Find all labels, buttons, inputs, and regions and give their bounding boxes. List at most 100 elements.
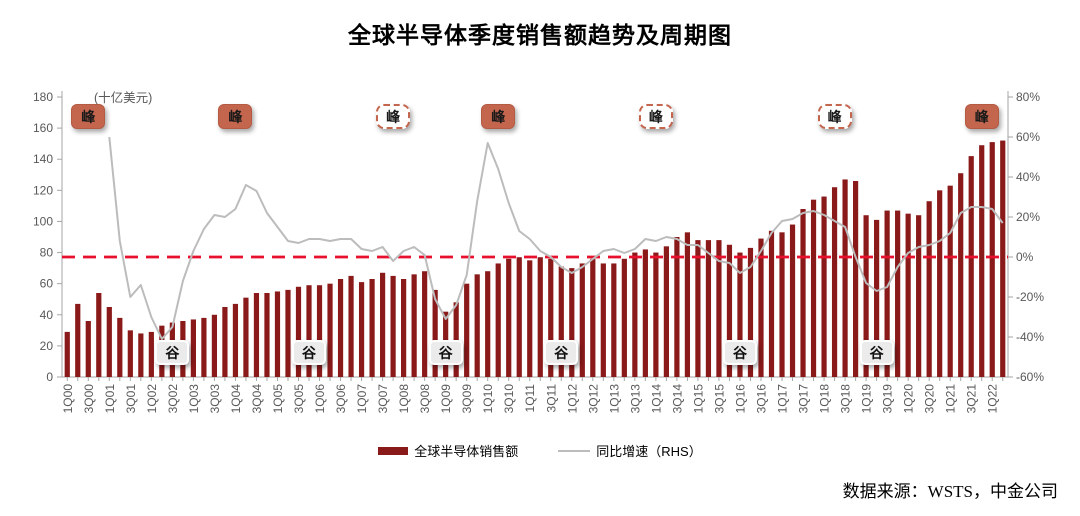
bar: [821, 196, 827, 377]
bar: [569, 268, 575, 377]
bar: [789, 224, 796, 377]
bar: [274, 291, 281, 377]
bar: [989, 142, 995, 377]
x-tick-label: 1Q00: [61, 384, 75, 414]
legend-bar-label: 全球半导体销售额: [414, 444, 519, 459]
left-tick-label: 0: [46, 370, 53, 384]
x-tick-label: 3Q09: [460, 384, 474, 414]
right-tick-label: 20%: [1016, 210, 1040, 224]
bar: [369, 279, 375, 377]
bar: [642, 249, 648, 377]
bar: [579, 263, 585, 377]
x-tick-label: 3Q02: [166, 384, 180, 414]
x-tick-label: 1Q20: [902, 384, 916, 414]
x-tick-label: 1Q12: [565, 384, 579, 414]
x-tick-label: 3Q00: [82, 384, 96, 414]
bar: [348, 275, 354, 377]
bar: [874, 219, 880, 377]
bar: [201, 317, 207, 377]
x-tick-label: 3Q01: [124, 384, 138, 414]
bar: [253, 293, 260, 377]
bar: [85, 321, 91, 377]
right-tick-label: 60%: [1016, 130, 1040, 144]
x-tick-label: 1Q11: [523, 384, 537, 413]
bar: [747, 247, 754, 377]
bar: [358, 282, 365, 377]
left-tick-label: 180: [33, 90, 53, 104]
bar: [716, 240, 722, 377]
legend-item-sales: 全球半导体销售额: [378, 441, 518, 460]
bar: [453, 302, 459, 377]
yoy-growth-line: [108, 136, 1004, 340]
bar: [842, 179, 848, 377]
bar: [222, 307, 228, 377]
bar: [75, 303, 81, 377]
bar: [674, 237, 680, 377]
bar: [127, 330, 133, 377]
x-tick-label: 3Q03: [208, 384, 222, 414]
source-note: 数据来源：WSTS，中金公司: [842, 482, 1058, 501]
x-tick-label: 1Q05: [271, 384, 285, 414]
unit-label: (十亿美元): [94, 91, 153, 105]
x-tick-label: 3Q08: [418, 384, 432, 414]
bar: [390, 275, 396, 377]
bar: [537, 257, 543, 377]
bar: [422, 271, 428, 377]
left-tick-label: 140: [33, 152, 53, 166]
bar: [96, 293, 102, 377]
bar: [495, 263, 501, 377]
bar: [264, 293, 270, 377]
right-tick-label: -40%: [1016, 330, 1044, 344]
bar: [831, 187, 838, 377]
bar: [758, 238, 764, 377]
x-tick-label: 1Q10: [481, 384, 495, 414]
bar: [926, 201, 932, 377]
bar: [968, 156, 974, 377]
x-tick-label: 3Q06: [334, 384, 348, 414]
x-tick-label: 3Q19: [881, 384, 895, 414]
x-tick-label: 1Q21: [944, 384, 958, 414]
left-tick-label: 120: [33, 183, 53, 197]
bar: [684, 232, 691, 377]
bar: [464, 283, 470, 377]
x-tick-label: 3Q04: [250, 384, 264, 414]
x-tick-label: 1Q01: [103, 384, 117, 414]
x-tick-label: 3Q10: [502, 384, 516, 414]
legend: 全球半导体销售额 同比增速（RHS）: [0, 441, 1080, 460]
bar: [800, 209, 806, 377]
x-tick-label: 1Q14: [649, 384, 663, 414]
bar: [285, 289, 291, 377]
bar: [663, 246, 669, 377]
bar: [947, 185, 953, 377]
bar: [506, 258, 512, 377]
x-tick-label: 3Q16: [754, 384, 768, 414]
bar: [1000, 140, 1006, 377]
bar: [979, 145, 985, 377]
bar-swatch-icon: [378, 446, 409, 455]
x-tick-label: 1Q19: [860, 384, 874, 414]
chart-title: 全球半导体季度销售额趋势及周期图: [348, 23, 732, 48]
bar: [232, 303, 239, 377]
x-tick-label: 1Q16: [733, 384, 747, 414]
bar: [810, 199, 817, 377]
bar: [106, 307, 112, 377]
x-tick-label: 3Q21: [965, 384, 979, 414]
right-tick-label: 80%: [1016, 90, 1040, 104]
bar: [211, 314, 218, 377]
x-tick-label: 1Q04: [229, 384, 243, 414]
bar: [169, 322, 175, 377]
bar: [401, 279, 407, 377]
x-tick-label: 3Q11: [544, 384, 558, 413]
bar: [474, 274, 480, 377]
bar: [327, 283, 333, 377]
bar: [632, 252, 638, 377]
bar: [295, 286, 302, 377]
right-tick-label: -20%: [1016, 290, 1044, 304]
bar: [726, 244, 733, 377]
left-tick-label: 60: [40, 277, 54, 291]
x-tick-label: 1Q06: [313, 384, 327, 414]
x-tick-label: 1Q22: [986, 384, 1000, 414]
bar: [621, 258, 627, 377]
right-tick-label: 0%: [1016, 250, 1034, 264]
